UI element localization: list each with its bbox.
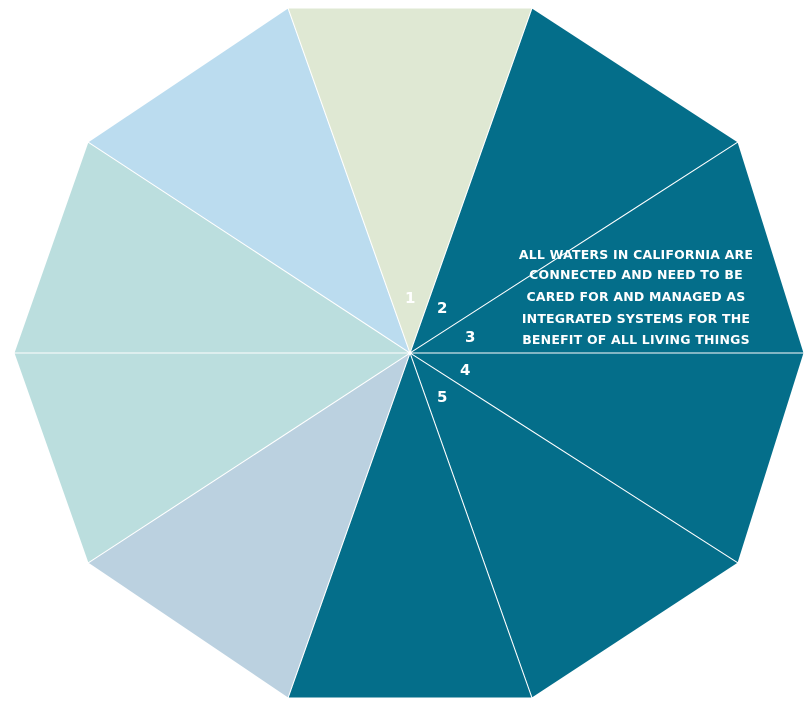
segment-number-1: 1	[405, 289, 415, 307]
message-line-5: BENEFIT OF ALL LIVING THINGS	[522, 332, 750, 347]
segment-number-5: 5	[437, 388, 447, 406]
message-line-1: ALL WATERS IN CALIFORNIA ARE	[519, 247, 753, 262]
segment-number-2: 2	[437, 299, 447, 317]
message-line-2: CONNECTED AND NEED TO BE	[529, 267, 743, 282]
segment-number-4: 4	[460, 361, 470, 379]
segment-numbers: 1 2 3 4 5	[405, 289, 475, 406]
decagon-segment-10	[287, 7, 533, 355]
message-line-3: CARED FOR AND MANAGED AS	[527, 289, 746, 304]
decagon-segments	[13, 7, 804, 699]
segment-number-3: 3	[465, 328, 475, 346]
message-line-4: INTEGRATED SYSTEMS FOR THE	[522, 311, 750, 326]
central-message: ALL WATERS IN CALIFORNIA ARE CONNECTED A…	[519, 247, 753, 347]
